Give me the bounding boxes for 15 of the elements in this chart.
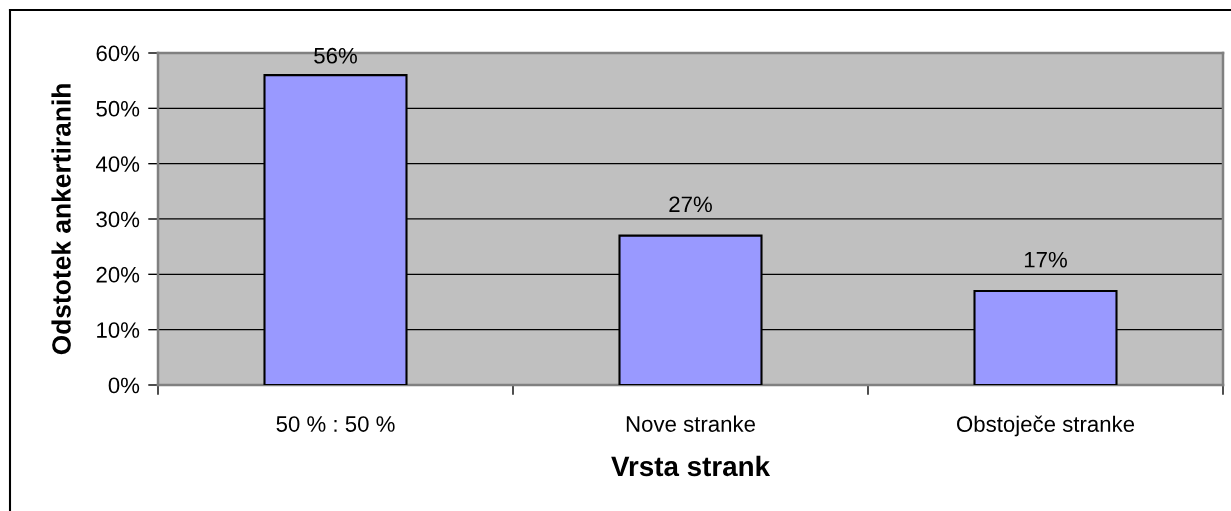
y-axis-title: Odstotek ankertiranih [51,84,71,355]
y-tick-label: 40% [95,156,140,172]
y-tick-label: 50% [96,100,140,117]
x-tick-label: 50 % : 50 % [276,416,395,432]
y-tick-label: 30% [96,211,140,228]
y-tick-label: 0% [108,377,140,394]
data-label: 17% [1024,251,1067,268]
x-tick-label: Nove stranke [626,415,755,432]
x-axis-title: Vrsta strank [611,455,771,477]
y-tick-label: 20% [96,266,140,283]
data-label: 27% [669,196,712,213]
x-tick-label: Obstoječe stranke [957,415,1135,437]
y-tick-label: 10% [97,322,140,338]
y-tick-label: 60% [96,45,140,62]
data-label: 56% [314,47,357,64]
